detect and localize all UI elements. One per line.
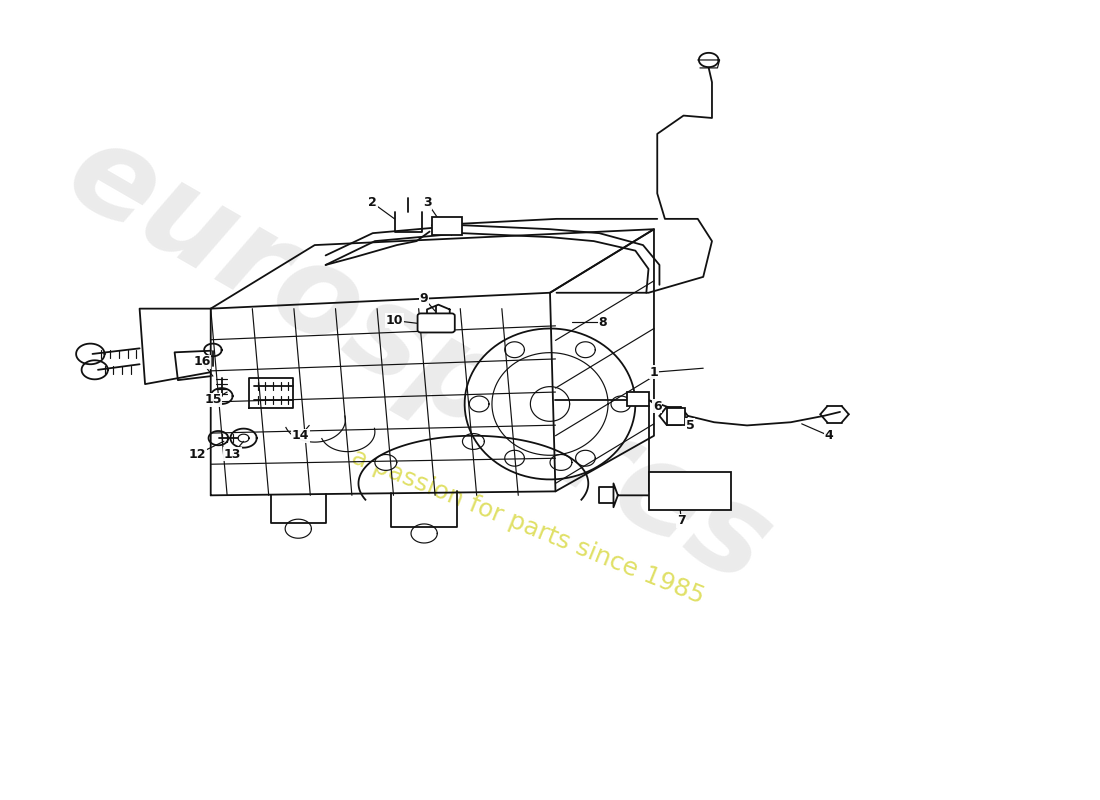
- Text: 6: 6: [653, 400, 661, 413]
- FancyBboxPatch shape: [418, 314, 454, 333]
- Text: 3: 3: [424, 197, 431, 210]
- Polygon shape: [693, 478, 728, 503]
- Text: 2: 2: [368, 197, 377, 210]
- Text: a passion for parts since 1985: a passion for parts since 1985: [349, 445, 708, 609]
- Polygon shape: [698, 53, 718, 67]
- Text: 16: 16: [194, 355, 211, 368]
- Polygon shape: [575, 450, 595, 466]
- Polygon shape: [505, 450, 525, 466]
- Polygon shape: [81, 360, 108, 379]
- Polygon shape: [464, 329, 636, 479]
- Polygon shape: [375, 454, 397, 470]
- Text: 14: 14: [292, 430, 309, 442]
- Polygon shape: [505, 342, 525, 358]
- Text: 15: 15: [205, 394, 222, 406]
- Bar: [667, 408, 684, 426]
- Polygon shape: [211, 388, 232, 404]
- Bar: [432, 218, 462, 234]
- Text: 8: 8: [598, 316, 607, 329]
- Polygon shape: [285, 519, 311, 538]
- Polygon shape: [530, 386, 570, 422]
- Text: 10: 10: [386, 314, 404, 327]
- Polygon shape: [411, 524, 438, 543]
- Text: 5: 5: [685, 419, 694, 432]
- Polygon shape: [610, 396, 630, 412]
- Text: 4: 4: [825, 430, 834, 442]
- Text: eurospares: eurospares: [46, 110, 791, 610]
- Bar: [649, 471, 730, 510]
- Polygon shape: [230, 429, 256, 448]
- Polygon shape: [238, 434, 249, 442]
- Bar: [627, 392, 649, 406]
- Text: 12: 12: [189, 447, 207, 461]
- Polygon shape: [209, 431, 228, 446]
- Text: 9: 9: [420, 292, 429, 305]
- Polygon shape: [462, 434, 484, 450]
- Polygon shape: [575, 342, 595, 358]
- Polygon shape: [492, 353, 608, 455]
- Polygon shape: [550, 454, 572, 470]
- Text: 1: 1: [650, 366, 658, 378]
- Polygon shape: [205, 343, 222, 356]
- Polygon shape: [76, 343, 104, 364]
- Polygon shape: [470, 396, 490, 412]
- Text: 7: 7: [676, 514, 685, 527]
- Text: 13: 13: [224, 447, 241, 461]
